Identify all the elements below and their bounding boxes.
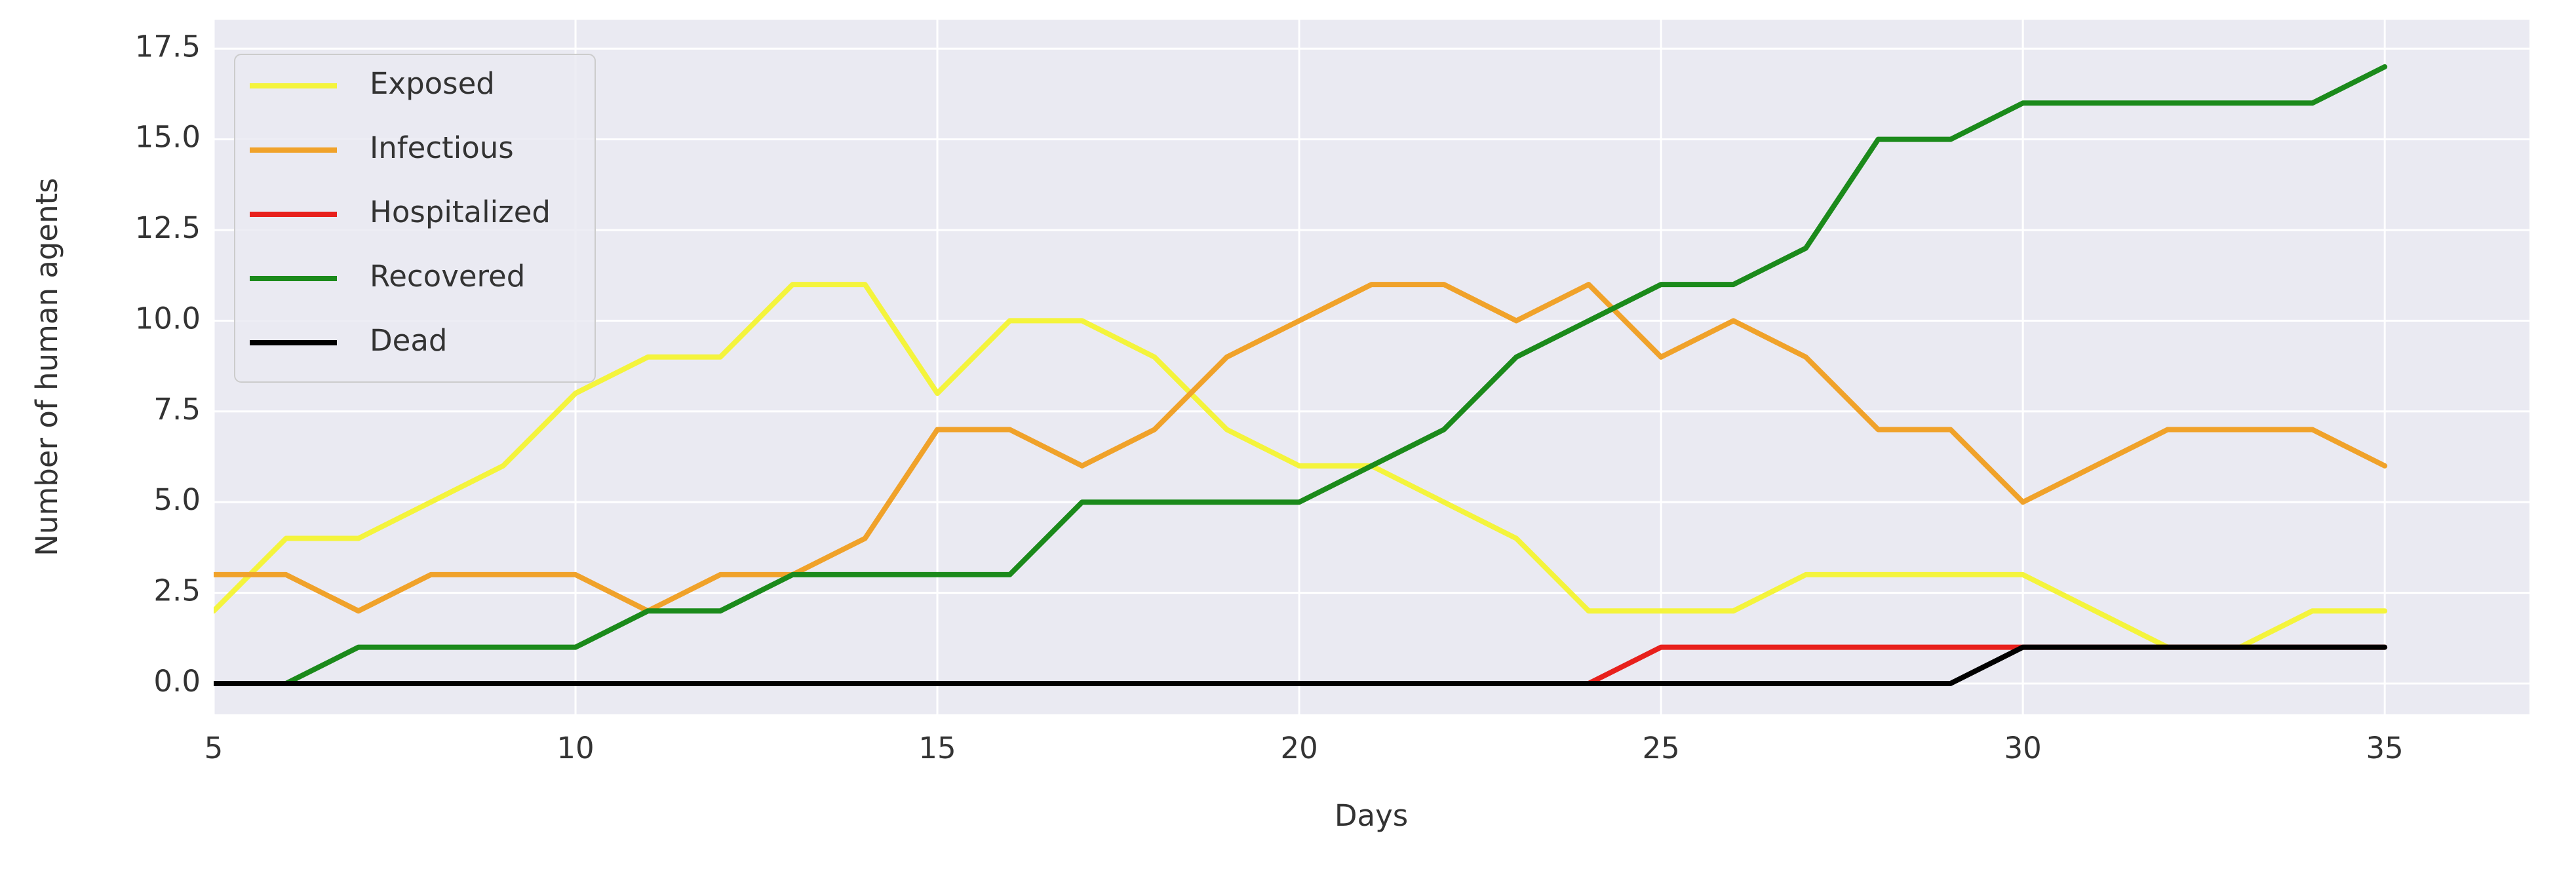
legend: Exposed Infectious Hospitalized Recovered De… [234, 54, 596, 383]
series-line [214, 282, 2388, 614]
y-tick-label: 5.0 [153, 482, 201, 517]
legend-label: Recovered [370, 259, 525, 294]
y-tick-label: 7.5 [153, 392, 201, 427]
y-tick-label: 10.0 [135, 301, 201, 336]
series-line [214, 64, 2388, 686]
lines [214, 64, 2388, 686]
legend-label: Dead [370, 323, 447, 358]
y-tick-label: 0.0 [153, 664, 201, 699]
legend-label: Exposed [370, 66, 495, 101]
ticks: 5 10 15 20 25 30 35 0.0 2.5 5.0 7.5 10.0 12.5 15.0 17.… [135, 29, 2404, 765]
y-tick-label: 12.5 [135, 210, 201, 245]
x-tick-label: 5 [205, 731, 224, 765]
legend-label: Infectious [370, 130, 514, 165]
x-tick-label: 15 [918, 731, 956, 765]
x-tick-label: 20 [1280, 731, 1317, 765]
x-tick-label: 35 [2366, 731, 2404, 765]
y-tick-label: 17.5 [135, 29, 201, 64]
y-tick-label: 15.0 [135, 120, 201, 155]
x-tick-label: 10 [556, 731, 594, 765]
legend-box [234, 54, 596, 383]
x-axis-label: Days [1335, 798, 1408, 833]
series-line [214, 644, 2388, 686]
plot-area [214, 20, 2529, 714]
x-tick-label: 30 [2004, 731, 2042, 765]
x-tick-label: 25 [1642, 731, 1679, 765]
series-line [214, 282, 2388, 650]
legend-label: Hospitalized [370, 195, 551, 229]
y-tick-label: 2.5 [153, 573, 201, 608]
y-axis-label: Number of human agents [29, 178, 64, 556]
